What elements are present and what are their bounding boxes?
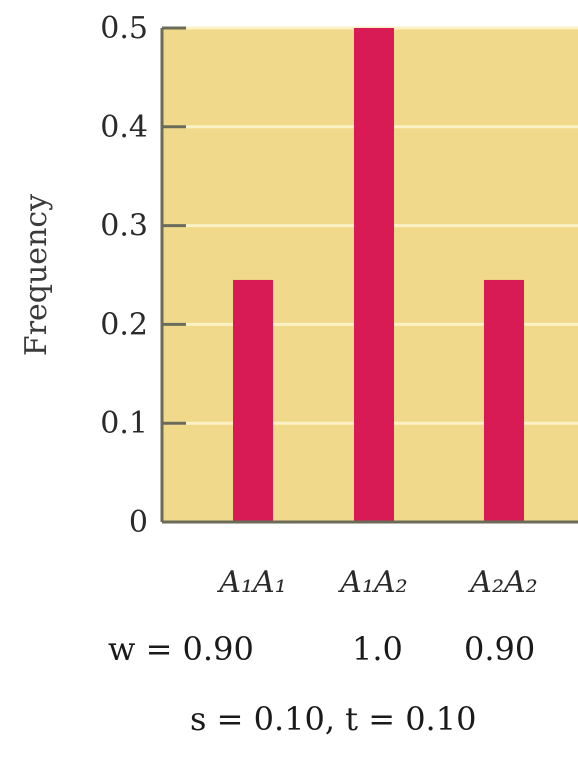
category-label: A₁A₁ [216,565,286,600]
parameters-row: s = 0.10, t = 0.10 [0,700,578,740]
y-tick-labels: 0 0.1 0.2 0.3 0.4 0.5 [100,11,148,540]
bar [233,279,273,522]
selection-parameters: s = 0.10, t = 0.10 [190,700,477,738]
y-tick-label: 0.3 [100,209,148,244]
bar [484,279,524,522]
y-tick-label: 0.2 [100,307,148,342]
fitness-value: 0.90 [464,630,536,668]
y-tick-label: 0.4 [100,110,148,145]
y-tick-label: 0.1 [100,406,148,441]
bar [354,28,394,522]
fitness-value: 1.0 [352,630,403,668]
fitness-row: w = 0.90 1.0 0.90 [0,630,578,670]
y-tick-label: 0 [129,505,148,540]
bars [233,28,524,522]
chart: 0 0.1 0.2 0.3 0.4 0.5 A₁A₁ A₁A₂ A₂A₂ Frequency [19,11,578,600]
y-ticks [162,26,186,524]
y-tick-label: 0.5 [100,11,148,46]
fitness-label: w = 0.90 [108,630,254,668]
category-label: A₁A₂ [337,565,407,600]
y-axis-title: Frequency [19,194,54,356]
category-label: A₂A₂ [467,565,537,600]
category-labels: A₁A₁ A₁A₂ A₂A₂ [216,565,537,600]
